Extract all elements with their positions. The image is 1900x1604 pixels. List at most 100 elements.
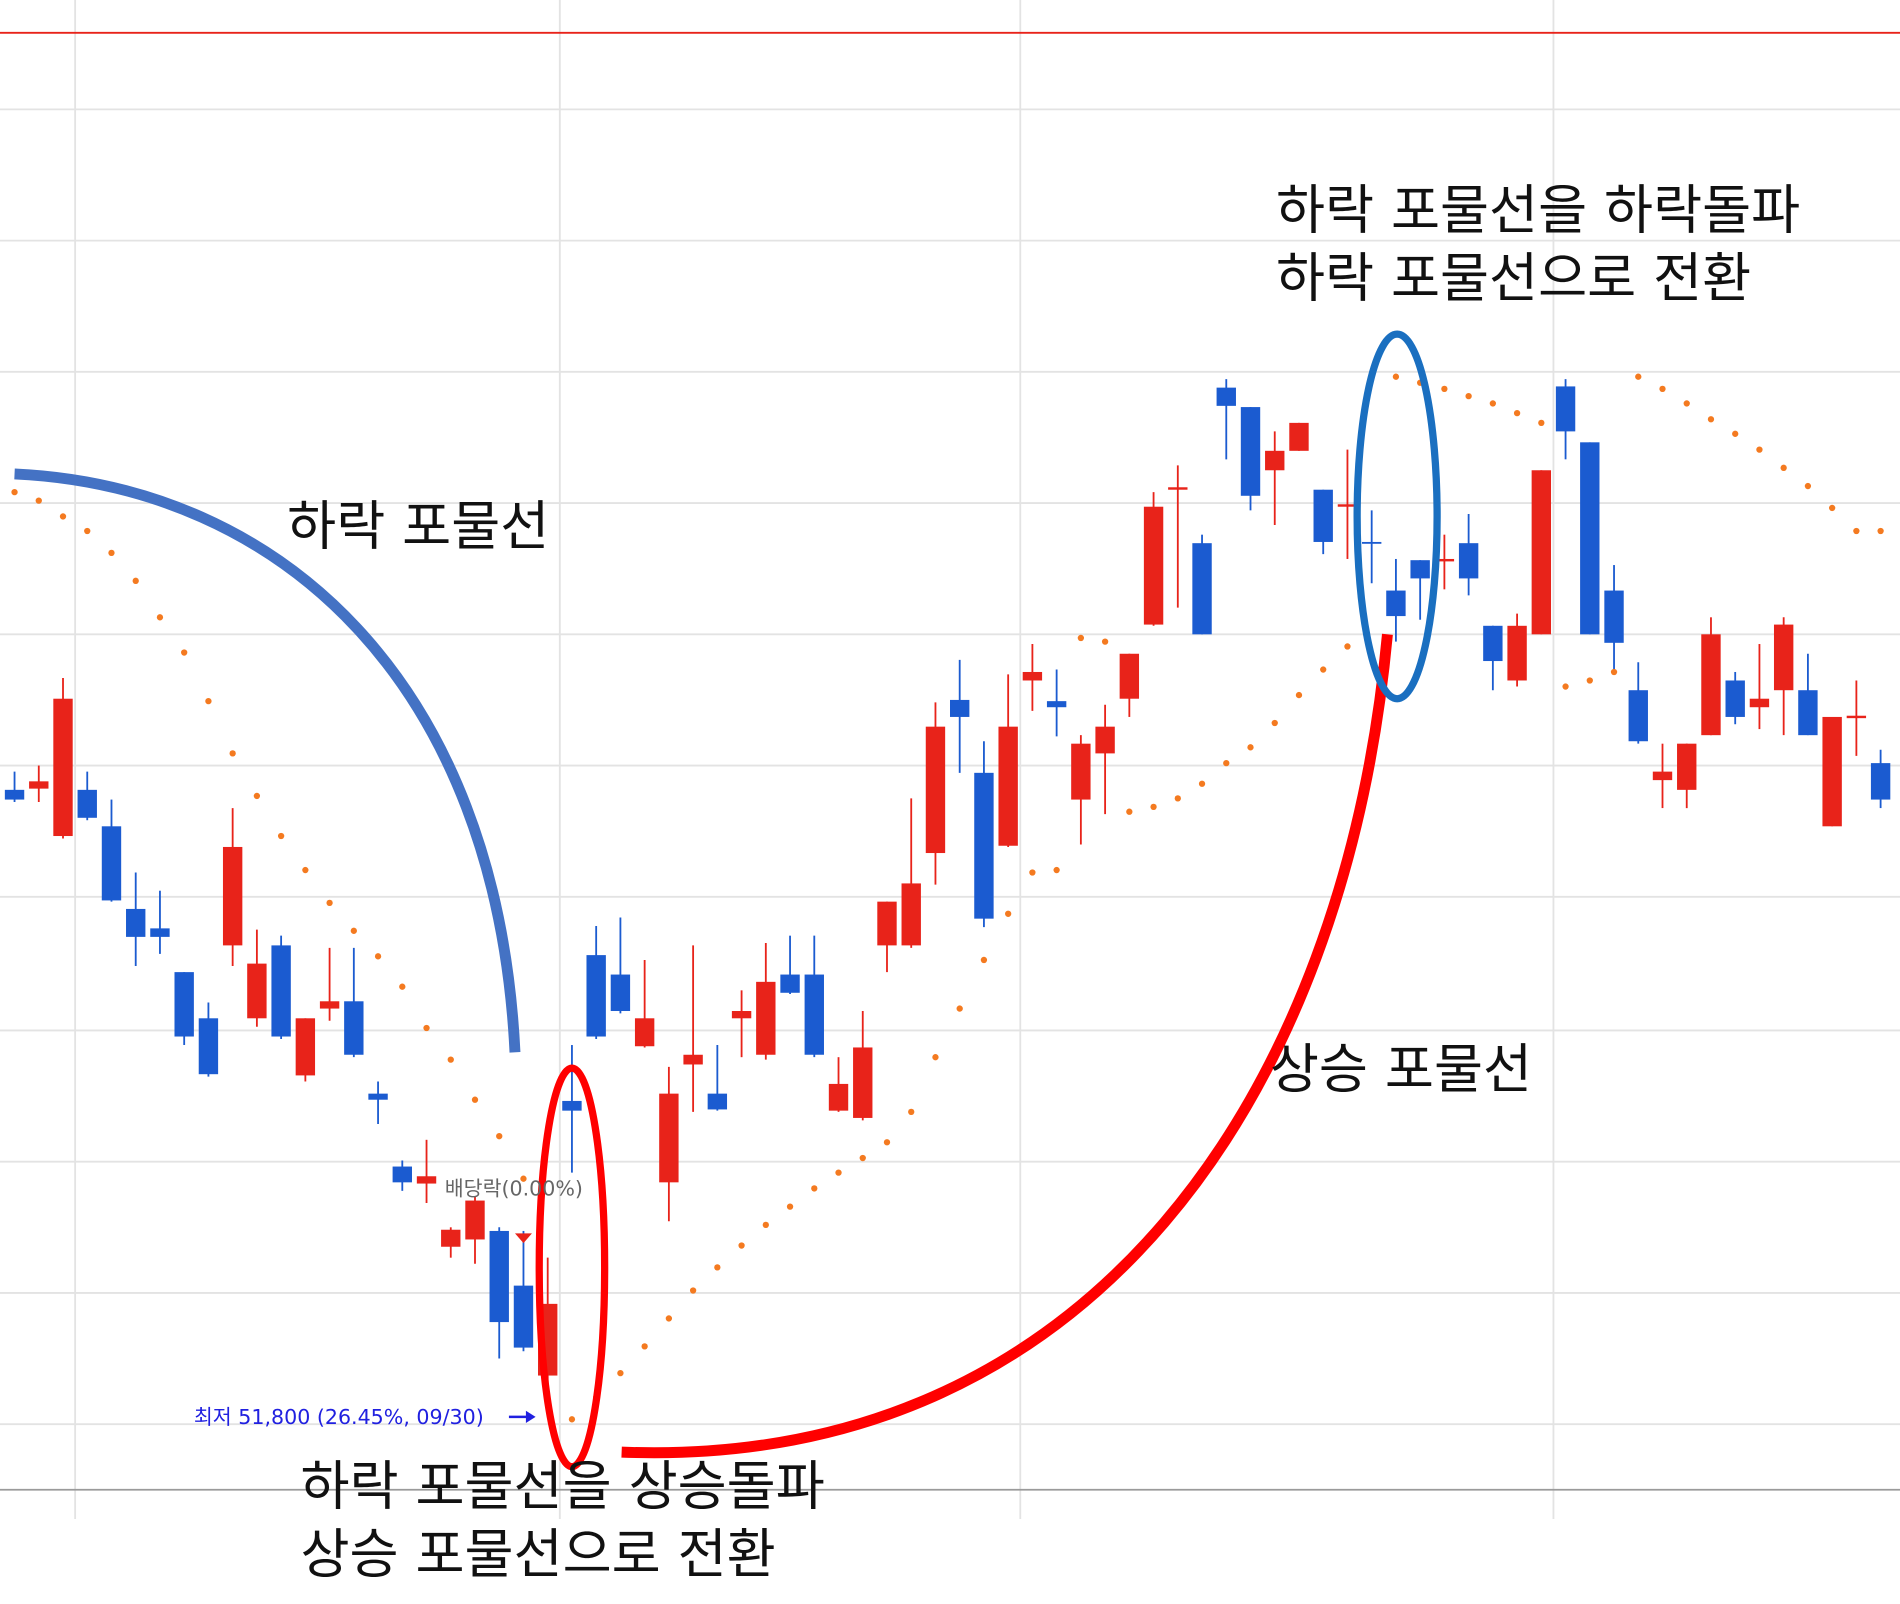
candle-body xyxy=(295,1018,316,1076)
sar-dot xyxy=(1828,504,1836,512)
sar-dot xyxy=(1223,759,1230,767)
annotation: 하락 포물선을 상승돌파 xyxy=(301,1454,825,1517)
candle-body xyxy=(780,974,800,993)
candle-body xyxy=(1846,715,1867,719)
sar-dot xyxy=(1513,409,1521,417)
sar-dot xyxy=(859,1154,866,1162)
sar-dot xyxy=(786,1203,794,1210)
candle-body xyxy=(271,945,291,1037)
sar-dot xyxy=(423,1024,430,1032)
break-up-circle xyxy=(535,1064,609,1471)
candle-body xyxy=(198,1018,219,1075)
sar-dot xyxy=(738,1242,745,1249)
annotation: 하락 포물선으로 전환 xyxy=(1276,246,1751,309)
candle-body xyxy=(1119,653,1140,699)
overlay: 하락 포물선 상승 포물선 하락 포물선을 상승돌파 상승 포물선으로 전환 하… xyxy=(14,178,1800,1585)
sar-dot xyxy=(132,577,139,585)
sar-dot xyxy=(835,1169,842,1176)
sar-dot xyxy=(1247,744,1254,751)
low-label: 최저 51,800 (26.45%, 09/30) xyxy=(194,1405,484,1429)
candle-body xyxy=(513,1285,534,1348)
sar-dot xyxy=(1756,446,1763,453)
candle-body xyxy=(150,928,170,937)
annotation: 상승 포물선 xyxy=(1270,1037,1532,1100)
sar-dot xyxy=(1804,482,1812,490)
candle-body xyxy=(1095,726,1115,754)
downtrend-arc xyxy=(14,468,521,1053)
candle-body xyxy=(1749,698,1770,708)
sar-dot xyxy=(1441,385,1448,393)
sar-dot xyxy=(1344,643,1351,650)
sar-dot xyxy=(811,1185,818,1192)
sar-dot xyxy=(108,549,115,557)
uptrend-arc xyxy=(621,633,1393,1459)
candle-body xyxy=(392,1166,412,1183)
dividend-label: 배당락(0.00%) xyxy=(445,1177,583,1201)
candle-body xyxy=(974,772,994,919)
candle-body xyxy=(1240,407,1261,496)
candle-body xyxy=(1192,543,1212,635)
candle-body xyxy=(1701,634,1721,736)
sar-dot xyxy=(908,1108,915,1116)
candle-body xyxy=(586,955,606,1037)
candle-body xyxy=(344,1001,364,1055)
sar-dot xyxy=(1586,677,1593,684)
candle-body xyxy=(1458,543,1479,579)
candle-body xyxy=(1555,386,1576,432)
sar-dot xyxy=(496,1133,503,1140)
candle-body xyxy=(1531,470,1552,635)
candle-body xyxy=(1822,716,1842,827)
candle-body xyxy=(1434,558,1455,562)
sar-dot xyxy=(956,1005,963,1012)
candle-body xyxy=(998,726,1018,846)
sar-dot xyxy=(520,1175,527,1182)
candle-body xyxy=(1143,506,1164,625)
candle-body xyxy=(1870,763,1891,800)
sar-dot xyxy=(277,832,285,840)
sar-dot xyxy=(1077,634,1085,642)
annotation: 하락 포물선 xyxy=(287,494,549,557)
candle-body xyxy=(1604,590,1624,643)
candle-body xyxy=(853,1047,873,1118)
candle-body xyxy=(1628,690,1648,742)
sar-dot xyxy=(1271,719,1278,727)
candle-body xyxy=(77,789,97,818)
sar-dot xyxy=(1320,666,1327,673)
sar-dot xyxy=(617,1369,624,1377)
candle-body xyxy=(368,1093,388,1100)
marks xyxy=(4,373,1891,1423)
candle-body xyxy=(1046,701,1067,708)
candle-body xyxy=(247,963,267,1019)
candle-body xyxy=(101,826,122,901)
candle-body xyxy=(1580,442,1600,635)
candle-body xyxy=(465,1200,485,1240)
sar-dot xyxy=(689,1287,697,1294)
candle-body xyxy=(683,1054,703,1065)
sar-dot xyxy=(229,750,236,757)
candle-body xyxy=(1386,590,1406,617)
candle-body xyxy=(901,883,921,946)
candle-body xyxy=(1507,625,1527,681)
sar-dot xyxy=(1877,527,1884,535)
sar-dot xyxy=(1392,373,1400,380)
sar-dot xyxy=(1707,416,1715,423)
sar-dot xyxy=(1780,464,1787,471)
sar-dot xyxy=(1853,527,1860,535)
sar-dot xyxy=(302,866,309,874)
sar-dot xyxy=(1562,683,1569,690)
candle-body xyxy=(1725,680,1745,717)
candle-body xyxy=(877,901,897,946)
candle-body xyxy=(1652,771,1673,781)
sar-dot xyxy=(932,1054,939,1061)
sar-dot xyxy=(1610,668,1618,676)
candle-body xyxy=(562,1100,582,1111)
sar-dot xyxy=(350,927,357,934)
candle-body xyxy=(1289,422,1309,451)
grid xyxy=(0,0,1900,1519)
sar-dot xyxy=(1029,869,1036,876)
candle-body xyxy=(1071,743,1091,800)
candle-body xyxy=(441,1229,461,1247)
sar-dot xyxy=(1005,910,1012,917)
break-down-circle xyxy=(1353,330,1441,703)
sar-dot xyxy=(883,1139,891,1146)
